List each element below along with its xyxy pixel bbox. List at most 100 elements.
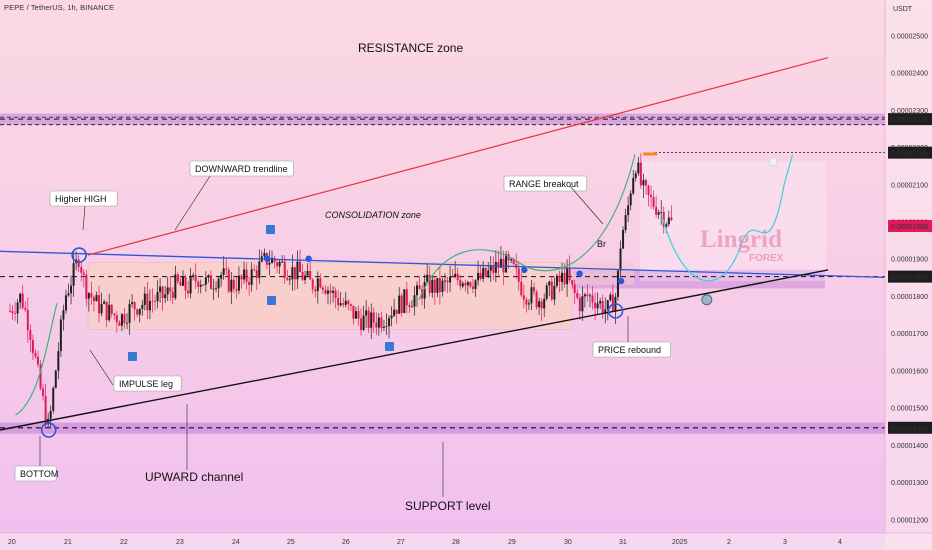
candle-body — [255, 270, 258, 278]
candle-body — [220, 274, 223, 279]
candle-body — [176, 274, 179, 282]
candle-body — [151, 301, 154, 302]
label-upward-channel: UPWARD channel — [145, 470, 243, 484]
candle-body — [479, 272, 482, 279]
candle-body — [288, 279, 291, 281]
candle-body — [449, 276, 452, 283]
candle-body — [385, 326, 388, 327]
trendline-touch-point — [576, 270, 583, 277]
candle-body — [19, 293, 22, 303]
label-impulse-leg: IMPULSE leg — [119, 379, 173, 389]
candle-body — [354, 311, 357, 319]
candle-body — [329, 290, 332, 293]
time-tick-label: 27 — [397, 539, 405, 546]
candle-body — [667, 217, 670, 225]
candle-body — [316, 278, 319, 292]
candle-body — [87, 293, 90, 299]
candle-body — [594, 302, 597, 309]
candle-body — [642, 180, 645, 186]
candle-body — [535, 291, 538, 308]
candle-body — [59, 319, 62, 352]
candle-body — [248, 281, 251, 285]
candle-body — [100, 303, 103, 314]
candle-body — [349, 304, 352, 306]
candle-body — [82, 272, 85, 275]
candle-body — [207, 275, 210, 278]
candle-body — [342, 303, 345, 305]
candle-body — [561, 272, 564, 282]
candle-body — [146, 293, 149, 311]
currency-label[interactable]: USDT — [893, 6, 913, 13]
candle-body — [222, 268, 225, 275]
candle-body — [227, 269, 230, 292]
candle-body — [634, 173, 637, 179]
candle-body — [131, 302, 134, 304]
hammer-icon — [643, 152, 658, 156]
retest-zone — [572, 269, 825, 289]
candle-body — [477, 272, 480, 281]
candle-body — [197, 281, 200, 287]
label-higher-high-box — [49, 190, 118, 207]
time-tick-label: 28 — [452, 539, 460, 546]
candle-body — [393, 309, 396, 316]
candle-body — [555, 275, 558, 286]
candle-body — [382, 326, 385, 328]
candle-body — [174, 274, 177, 298]
candle-body — [321, 287, 324, 290]
candle-body — [54, 370, 57, 388]
candle-body — [62, 310, 65, 320]
impulse-arrow — [15, 303, 58, 416]
candle-body — [632, 178, 635, 194]
candle-body — [344, 300, 347, 305]
candle-body — [408, 305, 411, 307]
candle-body — [454, 273, 457, 277]
candle-body — [405, 289, 408, 306]
consolidation-box — [87, 262, 573, 330]
candle-body — [390, 315, 393, 319]
label-connector — [174, 175, 211, 231]
candle-body — [347, 300, 350, 305]
candle-body — [276, 262, 279, 267]
candle-body — [604, 309, 607, 314]
label-range-breakout: RANGE breakout — [509, 179, 579, 189]
candle-body — [67, 293, 70, 296]
candle-body — [489, 265, 492, 271]
candle-body — [123, 314, 126, 324]
candle-body — [85, 274, 88, 299]
candle-body — [418, 285, 421, 290]
time-tick-label: 25 — [287, 539, 295, 546]
candle-body — [545, 285, 548, 299]
price-level-badge-text: 0.00002275 — [891, 117, 928, 124]
candle-body — [237, 275, 240, 291]
candle-body — [181, 276, 184, 286]
candle-body — [324, 289, 327, 294]
candle-body — [278, 261, 281, 267]
price-tick-label: 0.00002300 — [891, 108, 928, 115]
candle-body — [108, 304, 111, 321]
label-connector — [82, 205, 86, 231]
label-bottom-box — [14, 465, 57, 482]
candle-body — [153, 301, 156, 302]
candle-body — [34, 352, 37, 357]
candle-body — [499, 258, 502, 268]
candle-body — [652, 197, 655, 207]
candle-body — [540, 301, 543, 309]
label-downward-trendline: DOWNWARD trendline — [195, 164, 288, 174]
candle-body — [90, 293, 93, 298]
candle-body — [215, 288, 218, 290]
candle-body — [657, 212, 660, 215]
candle-body — [306, 270, 309, 276]
candle-body — [466, 282, 469, 286]
candle-body — [563, 272, 566, 285]
trendline-touch-point — [617, 277, 625, 285]
candle-body — [57, 351, 60, 371]
signal-arrow-icon — [385, 342, 394, 351]
pivot-marker — [607, 303, 624, 319]
candle-body — [660, 211, 663, 213]
candle-body — [240, 275, 243, 280]
candle-body — [550, 281, 553, 300]
candle-body — [426, 274, 429, 282]
candle-body — [148, 301, 151, 311]
